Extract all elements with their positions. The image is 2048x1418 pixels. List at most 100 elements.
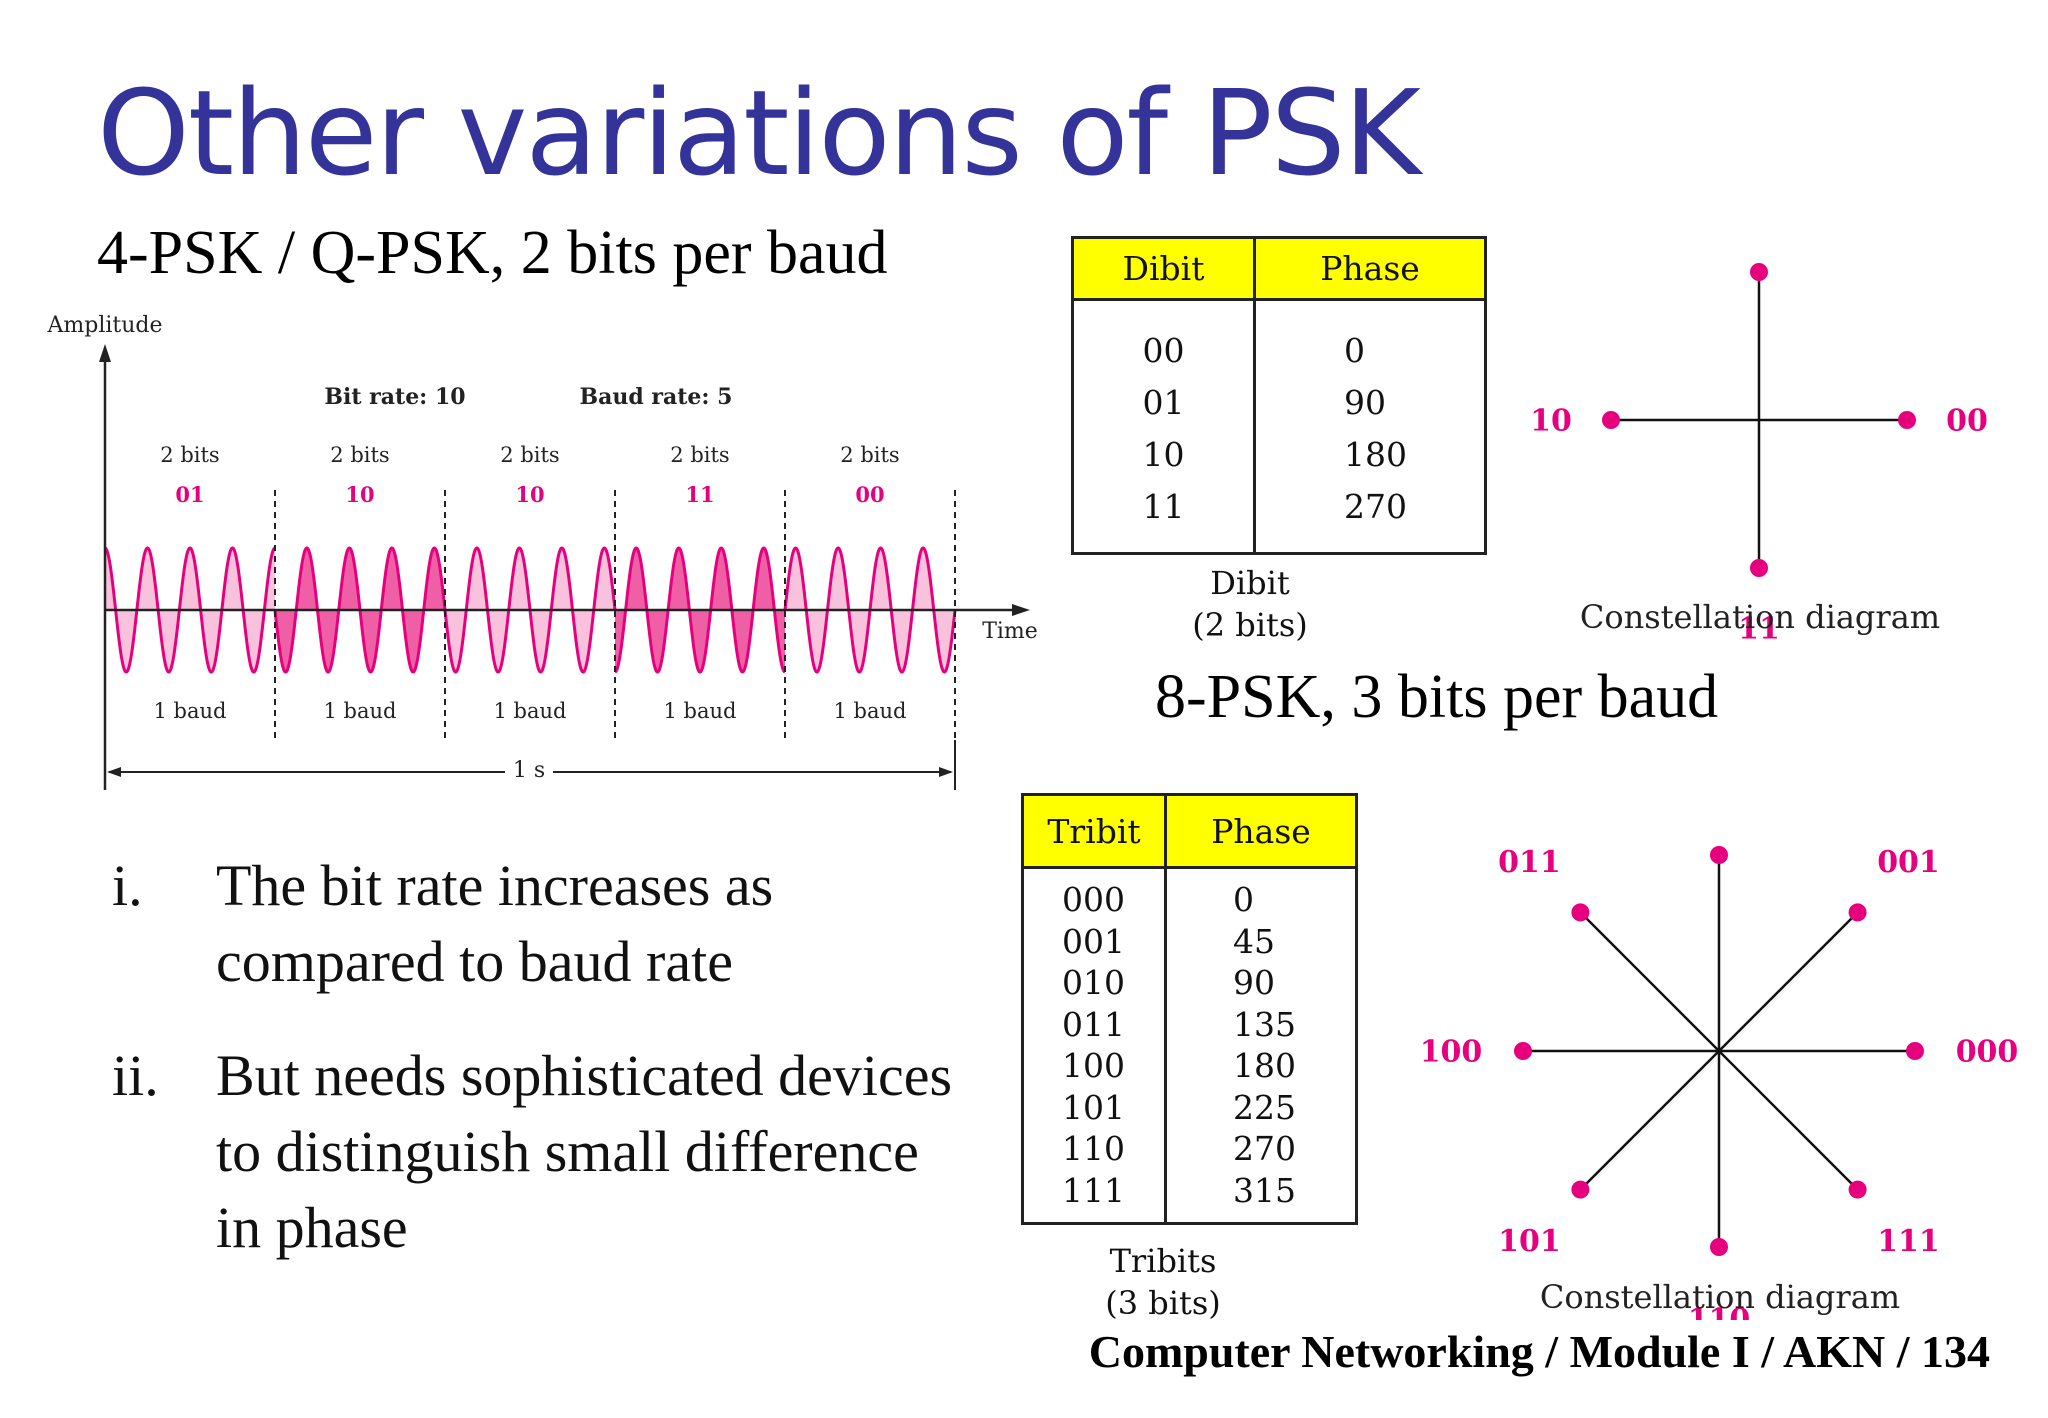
constellation-point xyxy=(1848,903,1867,922)
constellation-spoke xyxy=(1579,911,1720,1052)
tribit-phase: 90 xyxy=(1233,963,1275,1002)
dibit-phase: 90 xyxy=(1344,383,1386,422)
tribit-header: Tribit xyxy=(1021,793,1167,869)
dibit-code: 00 xyxy=(1142,331,1185,370)
qpsk-heading: 4-PSK / Q-PSK, 2 bits per baud xyxy=(97,219,888,287)
constellation-point-label: 11 xyxy=(1738,612,1780,647)
constellation-spoke xyxy=(1579,1050,1720,1191)
constellation-point-label: 001 xyxy=(1877,845,1940,880)
constellation-point-label: 01 xyxy=(1738,230,1780,231)
bullet-1-text: The bit rate increases as compared to ba… xyxy=(216,853,774,994)
constellation-point xyxy=(1906,1042,1924,1060)
dibit-caption: Dibit (2 bits) xyxy=(1140,562,1360,646)
dibit-table: Dibit Phase 00 01 10 11 0 90 180 270 xyxy=(1071,236,1487,555)
tribit-phase: 225 xyxy=(1233,1087,1296,1127)
constellation-spoke xyxy=(1718,1050,1859,1191)
constellation-point xyxy=(1571,903,1590,922)
tribit-phase: 0 xyxy=(1233,880,1254,919)
dibit-code: 01 xyxy=(1142,383,1185,422)
baud-rate-label: Baud rate: 5 xyxy=(580,384,733,410)
tribit-code: 111 xyxy=(1062,1170,1125,1210)
waveform-segment xyxy=(104,546,276,674)
duration-arrow-right xyxy=(939,767,953,777)
segment-dibit-label: 00 xyxy=(855,482,884,507)
segment-baud-label: 1 baud xyxy=(664,699,737,723)
qpsk-constellation: 00 01 10 11 Constellation diagram xyxy=(1530,230,1988,647)
constellation-point xyxy=(1710,1238,1728,1256)
tribit-phase: 180 xyxy=(1233,1046,1296,1085)
segment-baud-label: 1 baud xyxy=(834,699,907,723)
segment-dibit-label: 01 xyxy=(175,482,204,507)
waveform-group: 2 bits 01 1 baud 2 bits 10 1 baud 2 bits 10 1 ba… xyxy=(99,344,1030,790)
dibit-phase-column: 0 90 180 270 xyxy=(1253,299,1487,554)
constellation-point-label: 111 xyxy=(1877,1224,1940,1259)
tribit-phase: 270 xyxy=(1233,1129,1296,1168)
constellation-point xyxy=(1898,411,1916,429)
tribit-code: 010 xyxy=(1062,963,1125,1002)
duration-label: 1 s xyxy=(513,758,545,783)
constellation-point xyxy=(1848,1180,1867,1199)
tribit-phase: 45 xyxy=(1233,921,1275,961)
dibit-header: Dibit xyxy=(1071,236,1256,301)
bullet-2-number: ii. xyxy=(112,1043,159,1108)
amplitude-axis-arrow xyxy=(99,344,111,362)
tribit-phase: 135 xyxy=(1233,1004,1296,1044)
dibit-code: 11 xyxy=(1142,487,1185,526)
bullet-1-number: i. xyxy=(112,853,143,918)
psk8-heading: 8-PSK, 3 bits per baud xyxy=(1155,663,1719,731)
tribit-code-column: 000 001 010 011 100 101 110 111 xyxy=(1021,867,1167,1224)
constellation-point xyxy=(1750,263,1768,281)
tribit-code: 001 xyxy=(1062,921,1125,961)
bit-rate-label: Bit rate: 10 xyxy=(324,384,465,410)
constellation-point-label: 101 xyxy=(1498,1224,1561,1259)
segment-dibit-label: 10 xyxy=(515,482,544,507)
time-axis-arrow xyxy=(1012,604,1030,616)
segment-bits-label: 2 bits xyxy=(500,443,559,467)
segment-baud-label: 1 baud xyxy=(494,699,567,723)
dibit-caption-line2: (2 bits) xyxy=(1192,606,1308,644)
constellation-point-label: 110 xyxy=(1688,1303,1751,1321)
tribit-caption-line1: Tribits xyxy=(1109,1242,1217,1280)
tribit-phase-header: Phase xyxy=(1164,793,1358,869)
qpsk-waveform-diagram: 2 bits 01 1 baud 2 bits 10 1 baud 2 bits 10 1 ba… xyxy=(46,313,1038,790)
waveform-segment xyxy=(614,546,786,674)
constellation-point xyxy=(1571,1180,1590,1199)
constellation-point xyxy=(1514,1042,1532,1060)
constellation-point-label: 000 xyxy=(1956,1035,2019,1070)
dibit-phase: 270 xyxy=(1344,487,1407,526)
time-axis-label: Time xyxy=(982,619,1038,644)
constellation-point-label: 100 xyxy=(1420,1035,1483,1070)
dibit-code-column: 00 01 10 11 xyxy=(1071,299,1256,554)
constellation-point-label: 10 xyxy=(1530,404,1572,439)
segment-baud-label: 1 baud xyxy=(154,699,227,723)
segment-bits-label: 2 bits xyxy=(160,443,219,467)
constellation-point xyxy=(1602,411,1620,429)
tribit-phase: 315 xyxy=(1233,1170,1296,1210)
dibit-phase: 0 xyxy=(1344,331,1365,370)
segment-bits-label: 2 bits xyxy=(840,443,899,467)
constellation-point xyxy=(1710,846,1728,864)
dibit-code: 10 xyxy=(1142,435,1185,474)
qpsk-constellation-caption: Constellation diagram xyxy=(1580,598,1940,636)
segment-bits-label: 2 bits xyxy=(330,443,389,467)
bullet-2-text: But needs sophisticated devices to disti… xyxy=(216,1043,953,1260)
tribit-code: 101 xyxy=(1062,1087,1125,1127)
psk8-constellation-caption: Constellation diagram xyxy=(1540,1278,1900,1316)
tribit-phase-column: 0 45 90 135 180 225 270 315 xyxy=(1164,867,1358,1224)
amplitude-axis-label: Amplitude xyxy=(46,313,162,338)
constellation-spoke xyxy=(1718,911,1859,1052)
constellation-point-label: 00 xyxy=(1946,404,1988,439)
segment-baud-label: 1 baud xyxy=(324,699,397,723)
segment-dibit-label: 10 xyxy=(345,482,374,507)
tribit-caption-line2: (3 bits) xyxy=(1105,1284,1221,1322)
dibit-phase: 180 xyxy=(1344,435,1407,474)
segment-dibit-label: 11 xyxy=(685,482,714,507)
duration-arrow-left xyxy=(107,767,121,777)
slide-title: Other variations of PSK xyxy=(97,64,1421,202)
tribit-code: 011 xyxy=(1062,1004,1125,1044)
tribit-table: Tribit Phase 000 001 010 011 100 101 110… xyxy=(1021,793,1358,1225)
footer-text: Computer Networking / Module I / AKN / 1… xyxy=(1088,1326,1990,1377)
dibit-caption-line1: Dibit xyxy=(1210,564,1290,602)
tribit-code: 100 xyxy=(1062,1046,1125,1085)
